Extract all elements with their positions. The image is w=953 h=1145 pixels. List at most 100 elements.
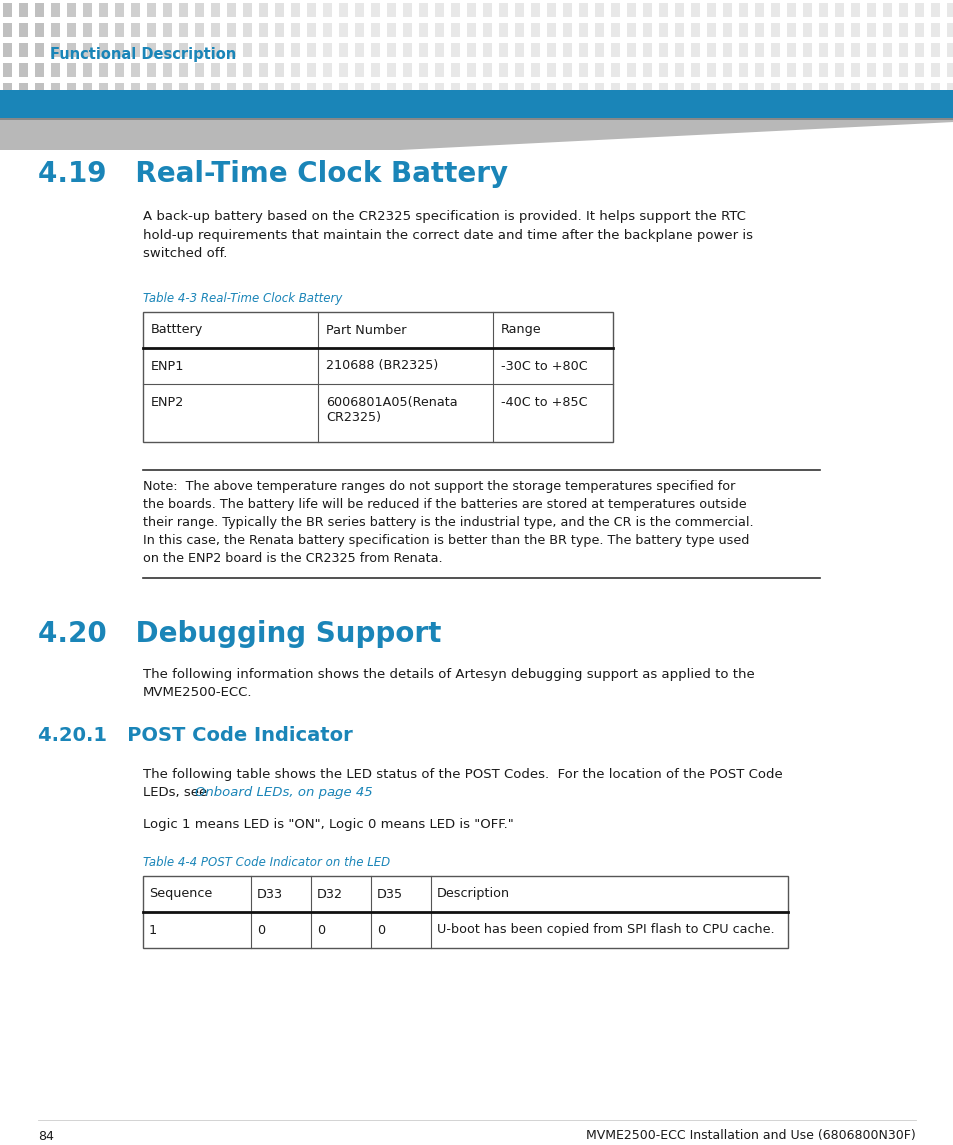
Bar [163,63,172,77]
Bar [35,3,44,17]
Bar [850,63,859,77]
Bar [498,63,507,77]
Bar [99,63,108,77]
Bar [67,44,76,57]
Bar [659,63,667,77]
Bar [194,63,204,77]
Bar [51,82,60,97]
Bar [19,44,28,57]
Text: Table 4-3 Real-Time Clock Battery: Table 4-3 Real-Time Clock Battery [143,292,342,305]
Bar [866,23,875,37]
Text: ENP2: ENP2 [151,396,184,409]
Bar [179,82,188,97]
Bar [482,3,492,17]
Bar [675,63,683,77]
Bar [3,3,12,17]
Bar [3,63,12,77]
Bar [35,44,44,57]
Bar [163,23,172,37]
Bar [739,63,747,77]
Bar [946,44,953,57]
Bar [243,23,252,37]
Bar [515,82,523,97]
Bar [770,3,780,17]
Bar [722,3,731,17]
Bar [19,82,28,97]
Bar [882,23,891,37]
Bar [482,63,492,77]
Bar [498,23,507,37]
Bar [818,82,827,97]
Bar [531,23,539,37]
Bar [659,23,667,37]
Bar [227,82,235,97]
Bar [834,23,843,37]
Bar [67,63,76,77]
Bar [435,23,443,37]
Bar [147,63,156,77]
Bar [914,44,923,57]
Bar [371,3,379,17]
Bar [898,3,907,17]
Bar [818,3,827,17]
Bar [546,82,556,97]
Bar [338,3,348,17]
Bar [578,44,587,57]
Bar [323,23,332,37]
Bar [227,63,235,77]
Bar [498,82,507,97]
Text: U-boot has been copied from SPI flash to CPU cache.: U-boot has been copied from SPI flash to… [436,924,774,937]
Bar [595,63,603,77]
Bar [418,82,428,97]
Bar [642,44,651,57]
Bar [355,63,364,77]
Bar [179,44,188,57]
Bar [435,63,443,77]
Bar [626,23,636,37]
Bar [610,82,619,97]
Bar [51,3,60,17]
Bar [147,23,156,37]
Bar [914,63,923,77]
Bar [786,63,795,77]
Bar [546,23,556,37]
Bar [562,82,572,97]
Bar [115,44,124,57]
Bar [227,3,235,17]
Bar [435,3,443,17]
Bar [914,82,923,97]
Bar [722,44,731,57]
Bar [435,44,443,57]
Bar [722,63,731,77]
Bar [355,44,364,57]
Bar [67,23,76,37]
Bar [467,63,476,77]
Bar [786,44,795,57]
Bar [338,82,348,97]
Bar [143,876,787,948]
Bar [531,44,539,57]
Bar [338,63,348,77]
Bar [467,82,476,97]
Bar [323,44,332,57]
Bar [802,82,811,97]
Bar [482,23,492,37]
Bar [451,63,459,77]
Bar [930,63,939,77]
Bar [67,82,76,97]
Text: Part Number: Part Number [326,324,406,337]
Bar [67,3,76,17]
Bar [51,23,60,37]
Bar [258,82,268,97]
Bar [578,82,587,97]
Bar [243,44,252,57]
Bar [626,44,636,57]
Bar [131,82,140,97]
Bar [898,23,907,37]
Text: 6006801A05(Renata
CR2325): 6006801A05(Renata CR2325) [326,396,457,424]
Bar [83,63,91,77]
Bar [659,3,667,17]
Bar [115,3,124,17]
Bar [706,63,716,77]
Bar [402,82,412,97]
